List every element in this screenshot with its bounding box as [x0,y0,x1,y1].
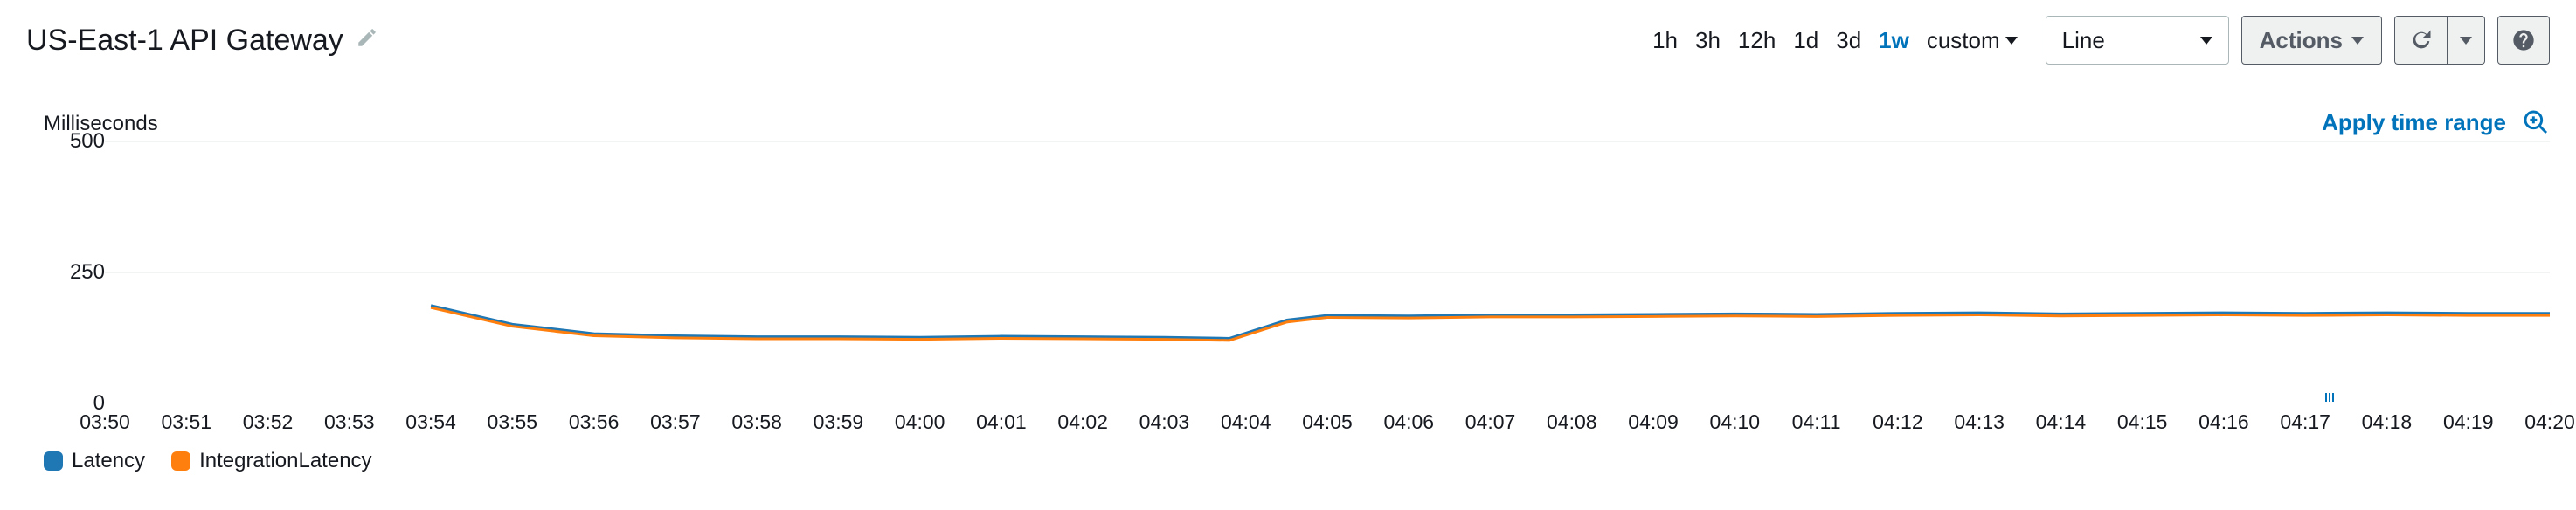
y-axis-ticks: 0250500 [26,141,105,403]
time-range-option-custom[interactable]: custom [1927,27,2018,54]
chevron-down-icon [2351,37,2364,45]
chart-area: 0250500 03:50 03:51 03:52 03:53 03:54 03:55 03… [26,141,2550,438]
time-range-option-3d[interactable]: 3d [1836,27,1861,54]
time-range-picker: 1h 3h 12h 1d 3d 1w custom [1652,27,2018,54]
y-tick: 500 [70,129,105,154]
x-tick: 04:06 [1383,410,1434,434]
legend-label: IntegrationLatency [199,449,371,473]
time-range-option-3h[interactable]: 3h [1695,27,1721,54]
x-tick: 03:57 [650,410,701,434]
chart-type-value: Line [2062,27,2105,54]
x-tick: 04:01 [976,410,1027,434]
title-wrap: US-East-1 API Gateway [26,24,378,58]
series-Latency[interactable] [431,306,2550,339]
x-tick: 03:59 [814,410,864,434]
x-tick: 04:09 [1628,410,1679,434]
x-tick: 04:19 [2443,410,2494,434]
time-range-option-1h[interactable]: 1h [1652,27,1678,54]
y-tick: 250 [70,260,105,285]
help-button[interactable] [2497,16,2550,65]
x-tick: 04:07 [1465,410,1516,434]
apply-time-range[interactable]: Apply time range [2322,108,2550,136]
x-axis-ticks: 03:5003:5103:5203:5303:5403:5503:5603:57… [105,410,2550,437]
x-tick: 03:55 [488,410,538,434]
x-tick: 04:13 [1954,410,2005,434]
header-controls: 1h 3h 12h 1d 3d 1w custom Line Actions [1652,16,2550,65]
time-cursor-marker [2329,393,2330,402]
widget-header: US-East-1 API Gateway 1h 3h 12h 1d 3d 1w custo… [26,9,2550,82]
time-range-option-12h[interactable]: 12h [1738,27,1776,54]
actions-label: Actions [2260,27,2343,54]
legend-item-IntegrationLatency[interactable]: IntegrationLatency [171,449,371,473]
legend-item-Latency[interactable]: Latency [44,449,145,473]
x-tick: 03:53 [324,410,375,434]
actions-button[interactable]: Actions [2241,16,2382,65]
x-tick: 04:16 [2199,410,2249,434]
x-tick: 04:18 [2362,410,2413,434]
x-tick: 03:54 [405,410,456,434]
chart-plot[interactable] [105,141,2550,403]
x-tick: 03:51 [161,410,211,434]
x-tick: 04:15 [2117,410,2168,434]
x-tick: 04:03 [1139,410,1190,434]
chart-subheader: Milliseconds Apply time range [26,82,2550,141]
x-tick: 04:02 [1057,410,1108,434]
x-tick: 04:11 [1792,410,1841,434]
time-range-option-1d[interactable]: 1d [1793,27,1818,54]
edit-title-icon[interactable] [356,26,378,55]
legend-swatch [44,451,63,471]
x-tick: 03:58 [731,410,782,434]
x-tick: 04:05 [1302,410,1353,434]
widget-title: US-East-1 API Gateway [26,24,343,58]
x-tick: 04:12 [1873,410,1923,434]
legend-label: Latency [72,449,145,473]
x-tick: 04:04 [1221,410,1271,434]
legend-swatch [171,451,190,471]
apply-time-range-label: Apply time range [2322,109,2506,136]
x-tick: 04:17 [2280,410,2330,434]
x-tick: 04:00 [895,410,945,434]
x-tick: 04:14 [2036,410,2087,434]
chevron-down-icon [2460,37,2472,45]
x-tick: 04:20 [2524,410,2575,434]
chevron-down-icon [2005,37,2018,45]
refresh-button[interactable] [2394,16,2447,65]
chevron-down-icon [2200,37,2212,45]
x-tick: 03:50 [80,410,130,434]
x-tick: 04:10 [1710,410,1761,434]
x-tick: 03:52 [243,410,294,434]
x-tick: 04:08 [1547,410,1597,434]
time-range-option-1w[interactable]: 1w [1879,27,1909,54]
chart-legend: Latency IntegrationLatency [26,449,2550,473]
refresh-button-group [2394,16,2485,65]
zoom-icon [2522,108,2550,136]
refresh-options-button[interactable] [2447,16,2485,65]
chart-type-select[interactable]: Line [2046,16,2229,65]
x-tick: 03:56 [569,410,620,434]
